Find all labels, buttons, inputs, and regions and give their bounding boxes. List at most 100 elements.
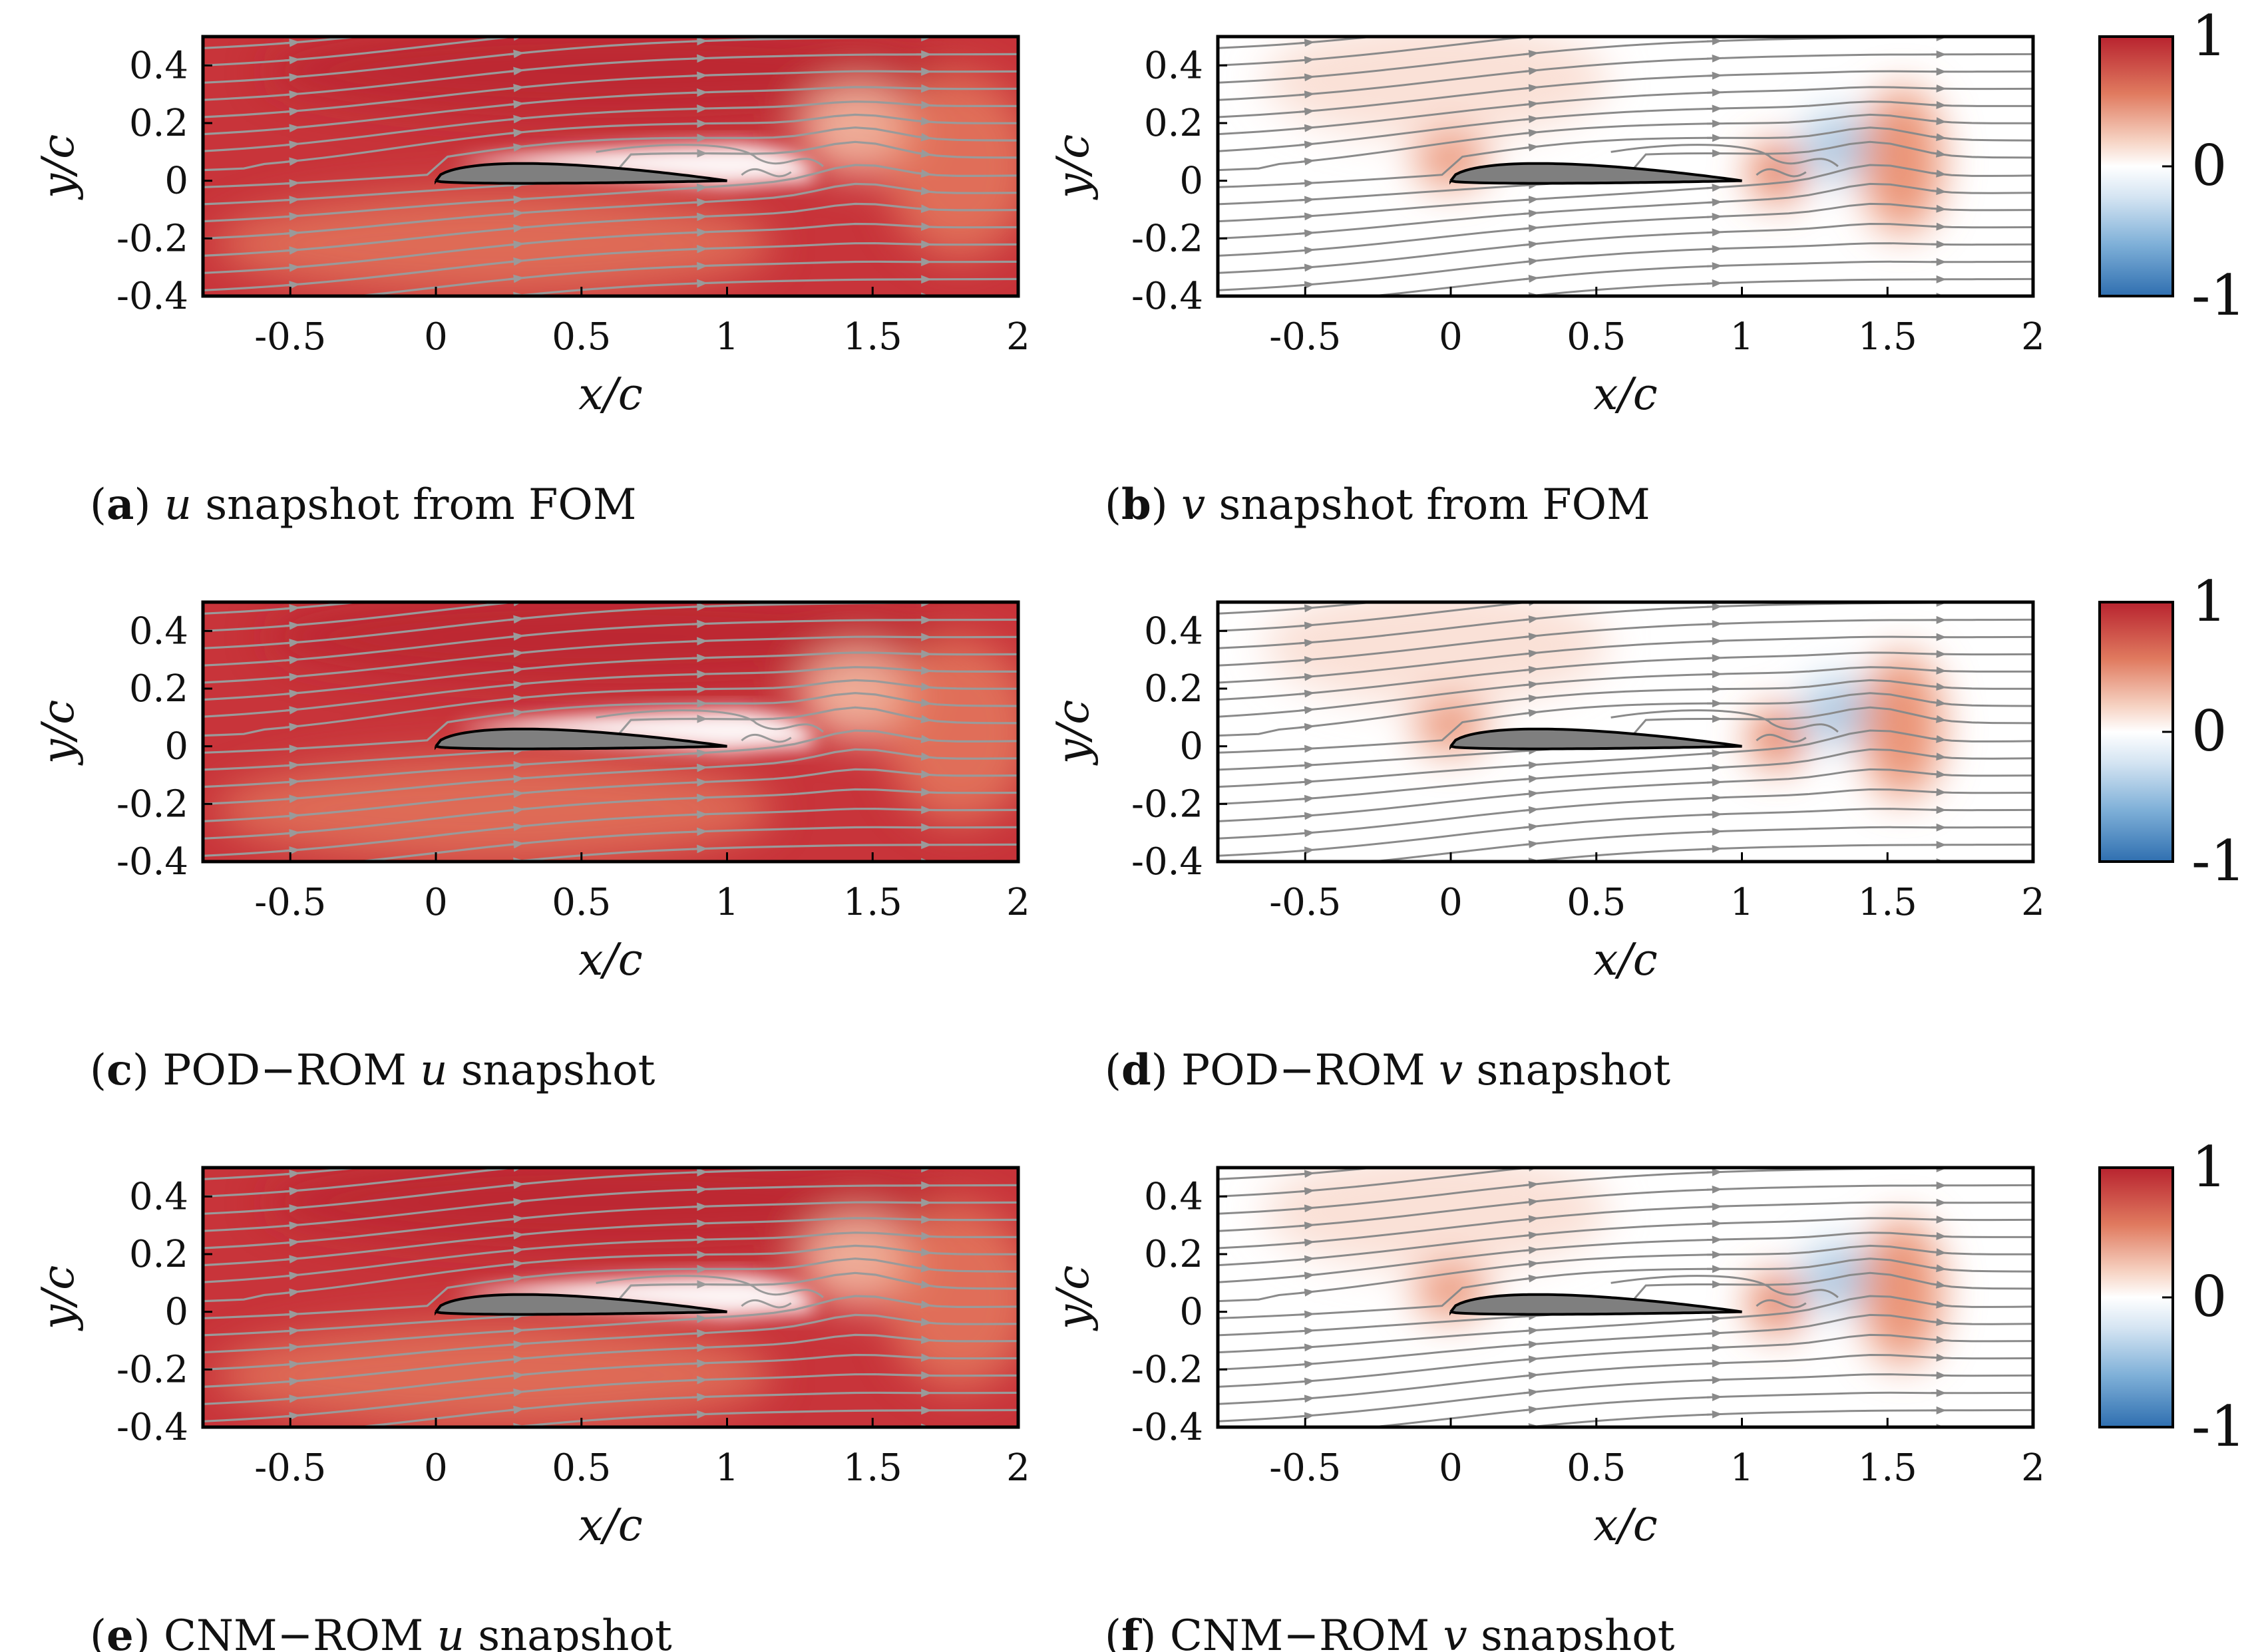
streamline-arrow [1706, 1410, 1722, 1418]
streamline-arrow [1523, 567, 1533, 568]
streamline-arrow [1299, 706, 1315, 715]
streamline-arrow [691, 1410, 708, 1419]
streamline [1218, 1313, 2033, 1371]
streamline-arrow [508, 746, 524, 755]
streamline [1218, 100, 2033, 152]
streamline-arrow [1523, 1312, 1539, 1321]
panel-c: -0.5 0 0.5 1 1.5 2 0.4 0.2 0 -0.2 -0.4 x/c y/c [33, 567, 1030, 985]
streamline-arrow [1299, 73, 1315, 82]
streamline-arrow [692, 901, 702, 902]
streamline-arrow [508, 632, 524, 641]
y-tick-label: -0.4 [1131, 1406, 1203, 1449]
streamline-arrow [508, 1115, 518, 1116]
wake-streamlines [596, 1275, 824, 1309]
x-tick-label: 0 [1439, 881, 1463, 924]
x-tick-label: 2 [2021, 315, 2045, 359]
streamline-arrow [691, 279, 708, 288]
axes-frame [1216, 1166, 2035, 1429]
streamline-arrow [1523, 1478, 1533, 1480]
streamline-arrow [1523, 746, 1539, 755]
y-axis-label: y/c [33, 134, 84, 201]
airfoil [435, 162, 727, 185]
streamline-arrow [691, 1343, 708, 1353]
streamline [1218, 1333, 2033, 1388]
y-tick-label: 0.4 [129, 609, 188, 653]
streamline [1218, 533, 2033, 579]
x-tick-label: 1 [715, 315, 739, 359]
streamline-arrow [1931, 169, 1947, 178]
streamline-arrow [1707, 1155, 1717, 1156]
streamline-arrow [1299, 761, 1315, 770]
streamline-arrow [1300, 1139, 1310, 1140]
streamline-arrow [284, 723, 300, 732]
streamline-arrow [1523, 67, 1539, 75]
streamline-arrow [508, 878, 518, 880]
streamline [1218, 182, 2033, 240]
x-axis-label: x/c [1593, 369, 1657, 420]
streamline-arrow [692, 1120, 702, 1121]
y-tick-label: -0.4 [116, 840, 188, 884]
streamline-arrow [284, 689, 300, 699]
streamline [203, 53, 1018, 101]
streamline [1218, 37, 1383, 49]
streamline [203, 1295, 1018, 1354]
x-tick-label: 1.5 [1858, 881, 1917, 924]
y-tick-label: 0.2 [129, 667, 188, 711]
x-tick-label: 0 [1439, 315, 1463, 359]
streamline-arrow [1706, 71, 1722, 80]
streamline [203, 602, 524, 632]
x-tick-label: 2 [2021, 1446, 2045, 1490]
x-tick-label: -0.5 [1269, 1446, 1341, 1490]
y-tick-label: -0.2 [1131, 217, 1203, 260]
streamline-arrow [1299, 90, 1315, 99]
streamline-arrow [508, 1245, 524, 1255]
streamline-arrow [1931, 1232, 1947, 1240]
streamline-arrow [1707, 1103, 1717, 1104]
y-tick-label: 0.4 [129, 44, 188, 87]
x-tick-label: 1 [715, 1446, 739, 1490]
streamline-arrow [508, 67, 524, 76]
streamline-arrow [1523, 1246, 1539, 1255]
streamline-arrow [508, 1274, 524, 1283]
streamline-arrow [692, 572, 702, 573]
airfoil [435, 727, 727, 750]
streamline-arrow [691, 778, 708, 787]
streamline-arrow [284, 263, 300, 272]
x-tick-label: 2 [1006, 881, 1030, 924]
streamline-arrow [1299, 1271, 1315, 1280]
streamline [1218, 86, 2033, 136]
colorbar: 1 0 -1 [2098, 1134, 2246, 1459]
streamline-arrow [691, 1168, 708, 1177]
x-tick-label: 0 [1439, 1446, 1463, 1490]
streamline [203, 126, 1018, 188]
streamline-arrow [1706, 1343, 1722, 1352]
y-tick-label: 0 [1179, 725, 1203, 768]
streamline-arrow [692, 1155, 702, 1156]
x-tick-label: 1 [1730, 315, 1754, 359]
streamline-arrow [508, 567, 518, 568]
streamline [1519, 843, 2033, 862]
streamline-arrow [1300, 954, 1310, 955]
x-tick-label: 0.5 [1567, 315, 1626, 359]
streamline-arrow [284, 621, 300, 630]
streamline [1218, 1168, 1383, 1180]
streamline [1363, 260, 2033, 296]
x-tick-label: 0.5 [552, 881, 611, 924]
panel-a: -0.5 0 0.5 1 1.5 2 0.4 0.2 0 -0.2 -0.4 x/c y/c [33, 35, 1030, 420]
panel-e: -0.5 0 0.5 1 1.5 2 0.4 0.2 0 -0.2 -0.4 x/c y/c [33, 1115, 1030, 1551]
streamline-arrow [1299, 1187, 1315, 1196]
streamline-arrow [1299, 1238, 1315, 1247]
y-tick-label: 0.4 [129, 1175, 188, 1218]
streamline-arrow [1706, 619, 1722, 628]
streamline-arrow [1300, 25, 1310, 26]
colorbar-tick-label: 1 [2191, 1134, 2227, 1200]
streamline [203, 602, 369, 615]
y-tick-label: -0.4 [1131, 840, 1203, 884]
streamline-arrow [284, 157, 300, 166]
streamline-arrow [284, 846, 300, 855]
streamline [203, 768, 1018, 822]
x-tick-label: -0.5 [254, 315, 326, 359]
streamline-arrow [1523, 709, 1539, 717]
y-tick-label: -0.4 [1131, 275, 1203, 318]
streamline-arrow [691, 37, 708, 46]
